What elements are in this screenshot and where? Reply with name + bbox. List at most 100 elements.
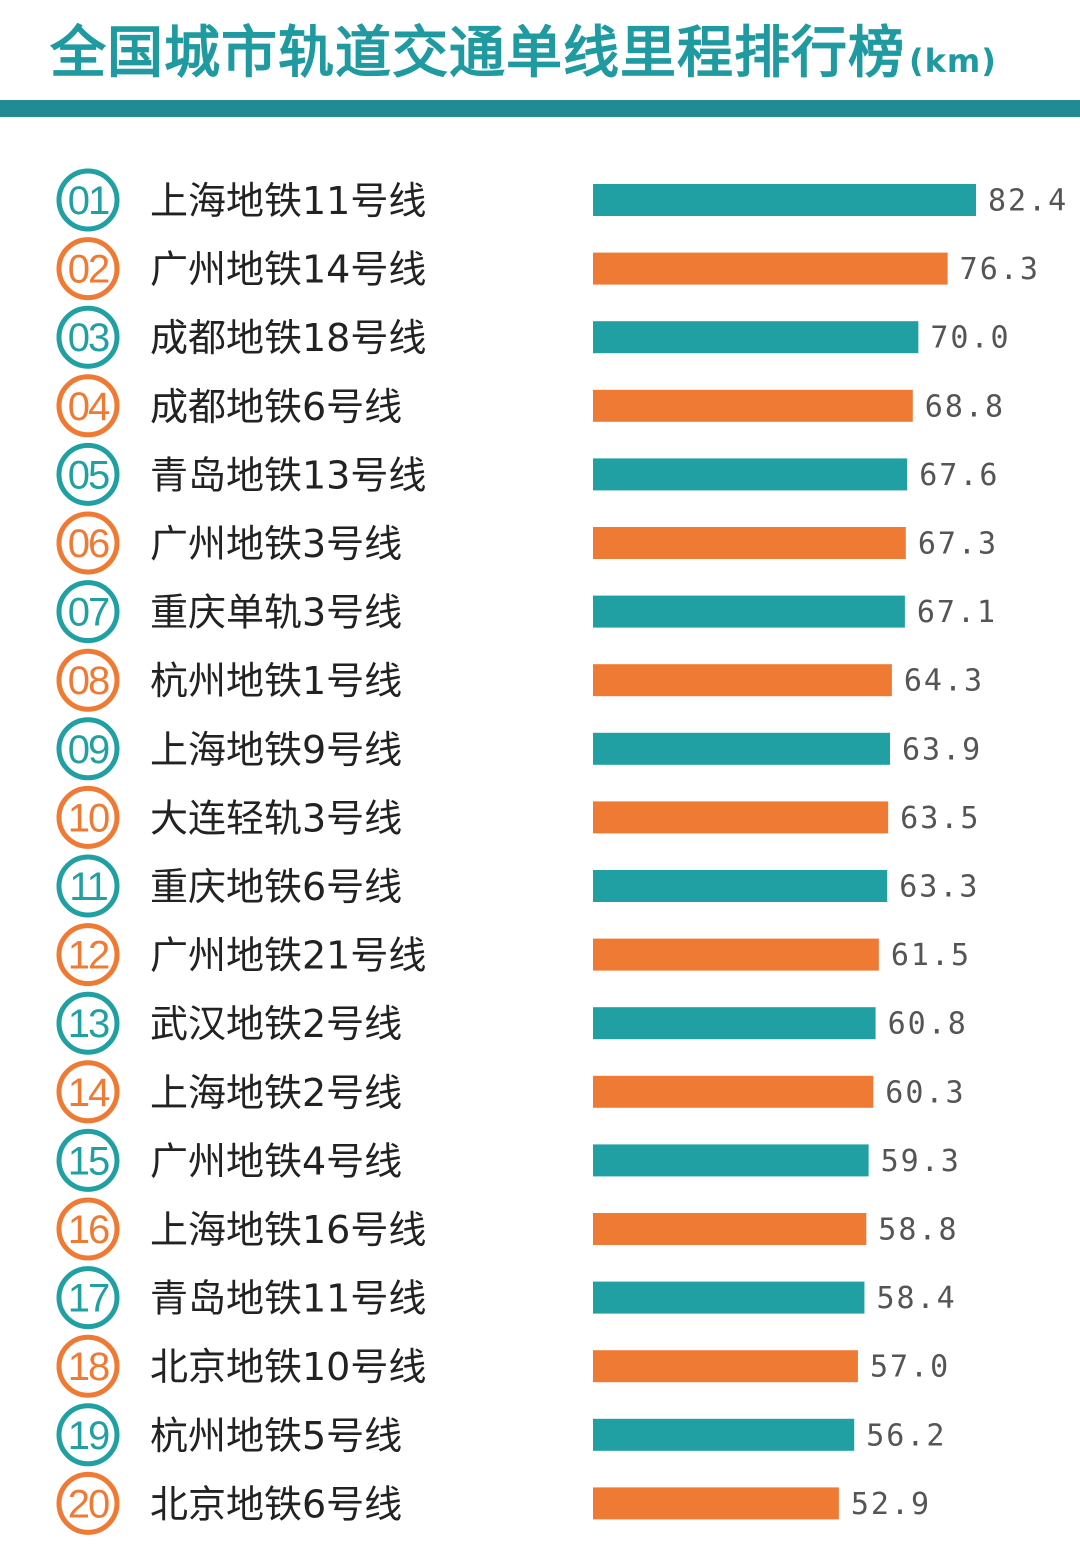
line-name: 杭州地铁1号线 xyxy=(150,659,402,703)
rank-number: 13 xyxy=(68,1002,109,1046)
rank-number: 08 xyxy=(68,659,109,703)
bar xyxy=(593,1213,867,1245)
rank-badge xyxy=(56,648,120,712)
rank-badge xyxy=(56,785,120,849)
line-name: 广州地铁14号线 xyxy=(150,248,426,292)
rank-number: 15 xyxy=(68,1139,109,1183)
value-label: 67.3 xyxy=(918,527,998,562)
value-label: 57.0 xyxy=(870,1350,950,1385)
rank-badge xyxy=(56,1060,120,1124)
rank-number: 12 xyxy=(68,934,109,978)
line-name: 上海地铁16号线 xyxy=(150,1208,426,1252)
rank-badge xyxy=(56,580,120,644)
rank-badge xyxy=(56,442,120,506)
line-name: 广州地铁21号线 xyxy=(150,934,426,978)
line-name: 上海地铁11号线 xyxy=(150,179,426,223)
rank-badge xyxy=(56,717,120,781)
bar xyxy=(593,870,888,902)
bar xyxy=(593,732,891,765)
value-label: 64.3 xyxy=(904,664,984,699)
bar xyxy=(593,1144,869,1177)
rank-number: 09 xyxy=(68,728,109,772)
value-label: 63.9 xyxy=(902,732,982,767)
rank-number: 05 xyxy=(68,453,109,497)
value-label: 63.5 xyxy=(900,801,980,836)
line-name: 成都地铁18号线 xyxy=(150,316,426,360)
value-label: 58.4 xyxy=(876,1281,956,1316)
value-label: 58.8 xyxy=(878,1213,958,1248)
value-label: 52.9 xyxy=(851,1487,931,1522)
line-name: 广州地铁3号线 xyxy=(150,522,402,566)
bar xyxy=(593,527,906,559)
rank-number: 17 xyxy=(68,1277,109,1321)
bar xyxy=(593,1007,876,1040)
rank-badge xyxy=(56,1471,120,1535)
value-label: 76.3 xyxy=(960,252,1040,287)
value-label: 59.3 xyxy=(881,1144,961,1179)
value-label: 56.2 xyxy=(866,1418,946,1453)
rank-number: 07 xyxy=(68,591,109,635)
rank-badge xyxy=(56,511,120,575)
line-name: 武汉地铁2号线 xyxy=(150,1002,402,1046)
value-label: 61.5 xyxy=(891,938,971,973)
rank-badge xyxy=(56,1403,120,1467)
rank-number: 14 xyxy=(68,1071,110,1115)
rank-number: 02 xyxy=(68,248,109,292)
line-name: 大连轻轨3号线 xyxy=(150,796,402,840)
value-label: 67.6 xyxy=(919,458,999,493)
line-name: 重庆单轨3号线 xyxy=(150,591,402,635)
bar xyxy=(593,252,948,285)
bar xyxy=(593,458,908,491)
bar xyxy=(593,389,913,422)
rank-number: 03 xyxy=(68,316,109,360)
value-label: 60.3 xyxy=(885,1075,965,1110)
rank-number: 16 xyxy=(68,1208,109,1252)
line-name: 杭州地铁5号线 xyxy=(150,1414,402,1458)
rank-number: 06 xyxy=(68,522,109,566)
header-rule xyxy=(0,100,1080,117)
value-label: 60.8 xyxy=(888,1007,968,1042)
rank-number: 10 xyxy=(68,796,109,840)
rank-badge xyxy=(56,1266,120,1330)
ranking-bar-chart: 01 上海地铁11号线 82.4 02 广州地铁14号线 76.3 03 成都地铁18号线 70… xyxy=(56,168,1068,1535)
line-name: 北京地铁10号线 xyxy=(150,1345,426,1389)
rank-number: 11 xyxy=(69,865,107,909)
line-name: 青岛地铁11号线 xyxy=(150,1277,426,1321)
rank-badge xyxy=(56,923,120,987)
rank-badge xyxy=(56,991,120,1055)
value-label: 67.1 xyxy=(917,595,997,630)
rank-number: 01 xyxy=(68,179,109,223)
rank-badge xyxy=(56,854,120,918)
rank-number: 04 xyxy=(68,385,110,429)
rank-number: 20 xyxy=(68,1482,109,1526)
line-name: 广州地铁4号线 xyxy=(150,1139,402,1183)
chart-title-text: 全国城市轨道交通单线里程排行榜 xyxy=(50,21,905,86)
line-name: 重庆地铁6号线 xyxy=(150,865,402,909)
value-label: 63.3 xyxy=(899,870,979,905)
bar xyxy=(593,321,919,354)
rank-badge xyxy=(56,1197,120,1261)
rank-badge xyxy=(56,237,120,301)
line-name: 上海地铁2号线 xyxy=(150,1071,402,1115)
line-name: 青岛地铁13号线 xyxy=(150,453,426,497)
rank-badge xyxy=(56,1334,120,1398)
rank-badge xyxy=(56,1128,120,1192)
bar xyxy=(593,938,879,971)
value-label: 82.4 xyxy=(988,184,1068,219)
bar xyxy=(593,664,892,697)
line-name: 北京地铁6号线 xyxy=(150,1482,402,1526)
chart-title-unit: (km) xyxy=(909,42,997,80)
bar xyxy=(593,801,889,834)
rank-badge xyxy=(56,168,120,232)
bar xyxy=(593,1075,874,1108)
line-name: 上海地铁9号线 xyxy=(150,728,402,772)
value-label: 70.0 xyxy=(930,321,1010,356)
bar xyxy=(593,1281,865,1314)
value-label: 68.8 xyxy=(925,389,1005,424)
rank-number: 18 xyxy=(68,1345,109,1389)
line-name: 成都地铁6号线 xyxy=(150,385,402,429)
header: 全国城市轨道交通单线里程排行榜 (km) xyxy=(0,0,1080,118)
bar xyxy=(593,1350,858,1383)
rank-badge xyxy=(56,374,120,438)
rank-badge xyxy=(56,305,120,369)
